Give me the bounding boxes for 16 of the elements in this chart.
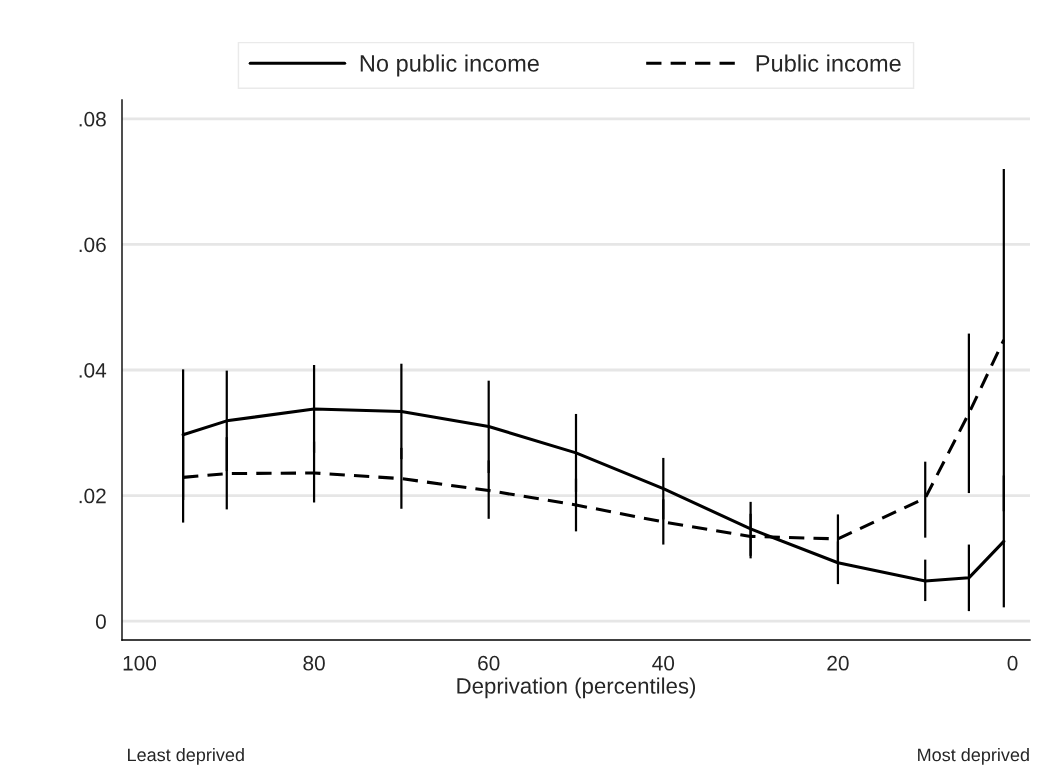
x-tick-label: 20 — [827, 655, 849, 671]
y-tick-label: .04 — [79, 363, 107, 378]
legend-label: Public income — [756, 54, 901, 72]
y-tick-label: .02 — [79, 488, 106, 504]
x-tick-label: 60 — [478, 655, 500, 671]
x-tick-label: 80 — [303, 655, 325, 671]
text: Least deprived — [128, 748, 244, 765]
text: Most deprived — [918, 748, 1029, 765]
y-tick-label: .08 — [79, 111, 106, 127]
legend-label: No public income — [360, 54, 539, 77]
x-tick-label: 100 — [123, 655, 157, 671]
x-tick-label: 0 — [1007, 655, 1018, 671]
y-tick-label: .06 — [79, 237, 106, 253]
x-tick-label: 40 — [652, 655, 675, 671]
y-tick-label: 0 — [95, 614, 106, 629]
x-axis-title: Deprivation (percentiles) — [457, 677, 696, 699]
